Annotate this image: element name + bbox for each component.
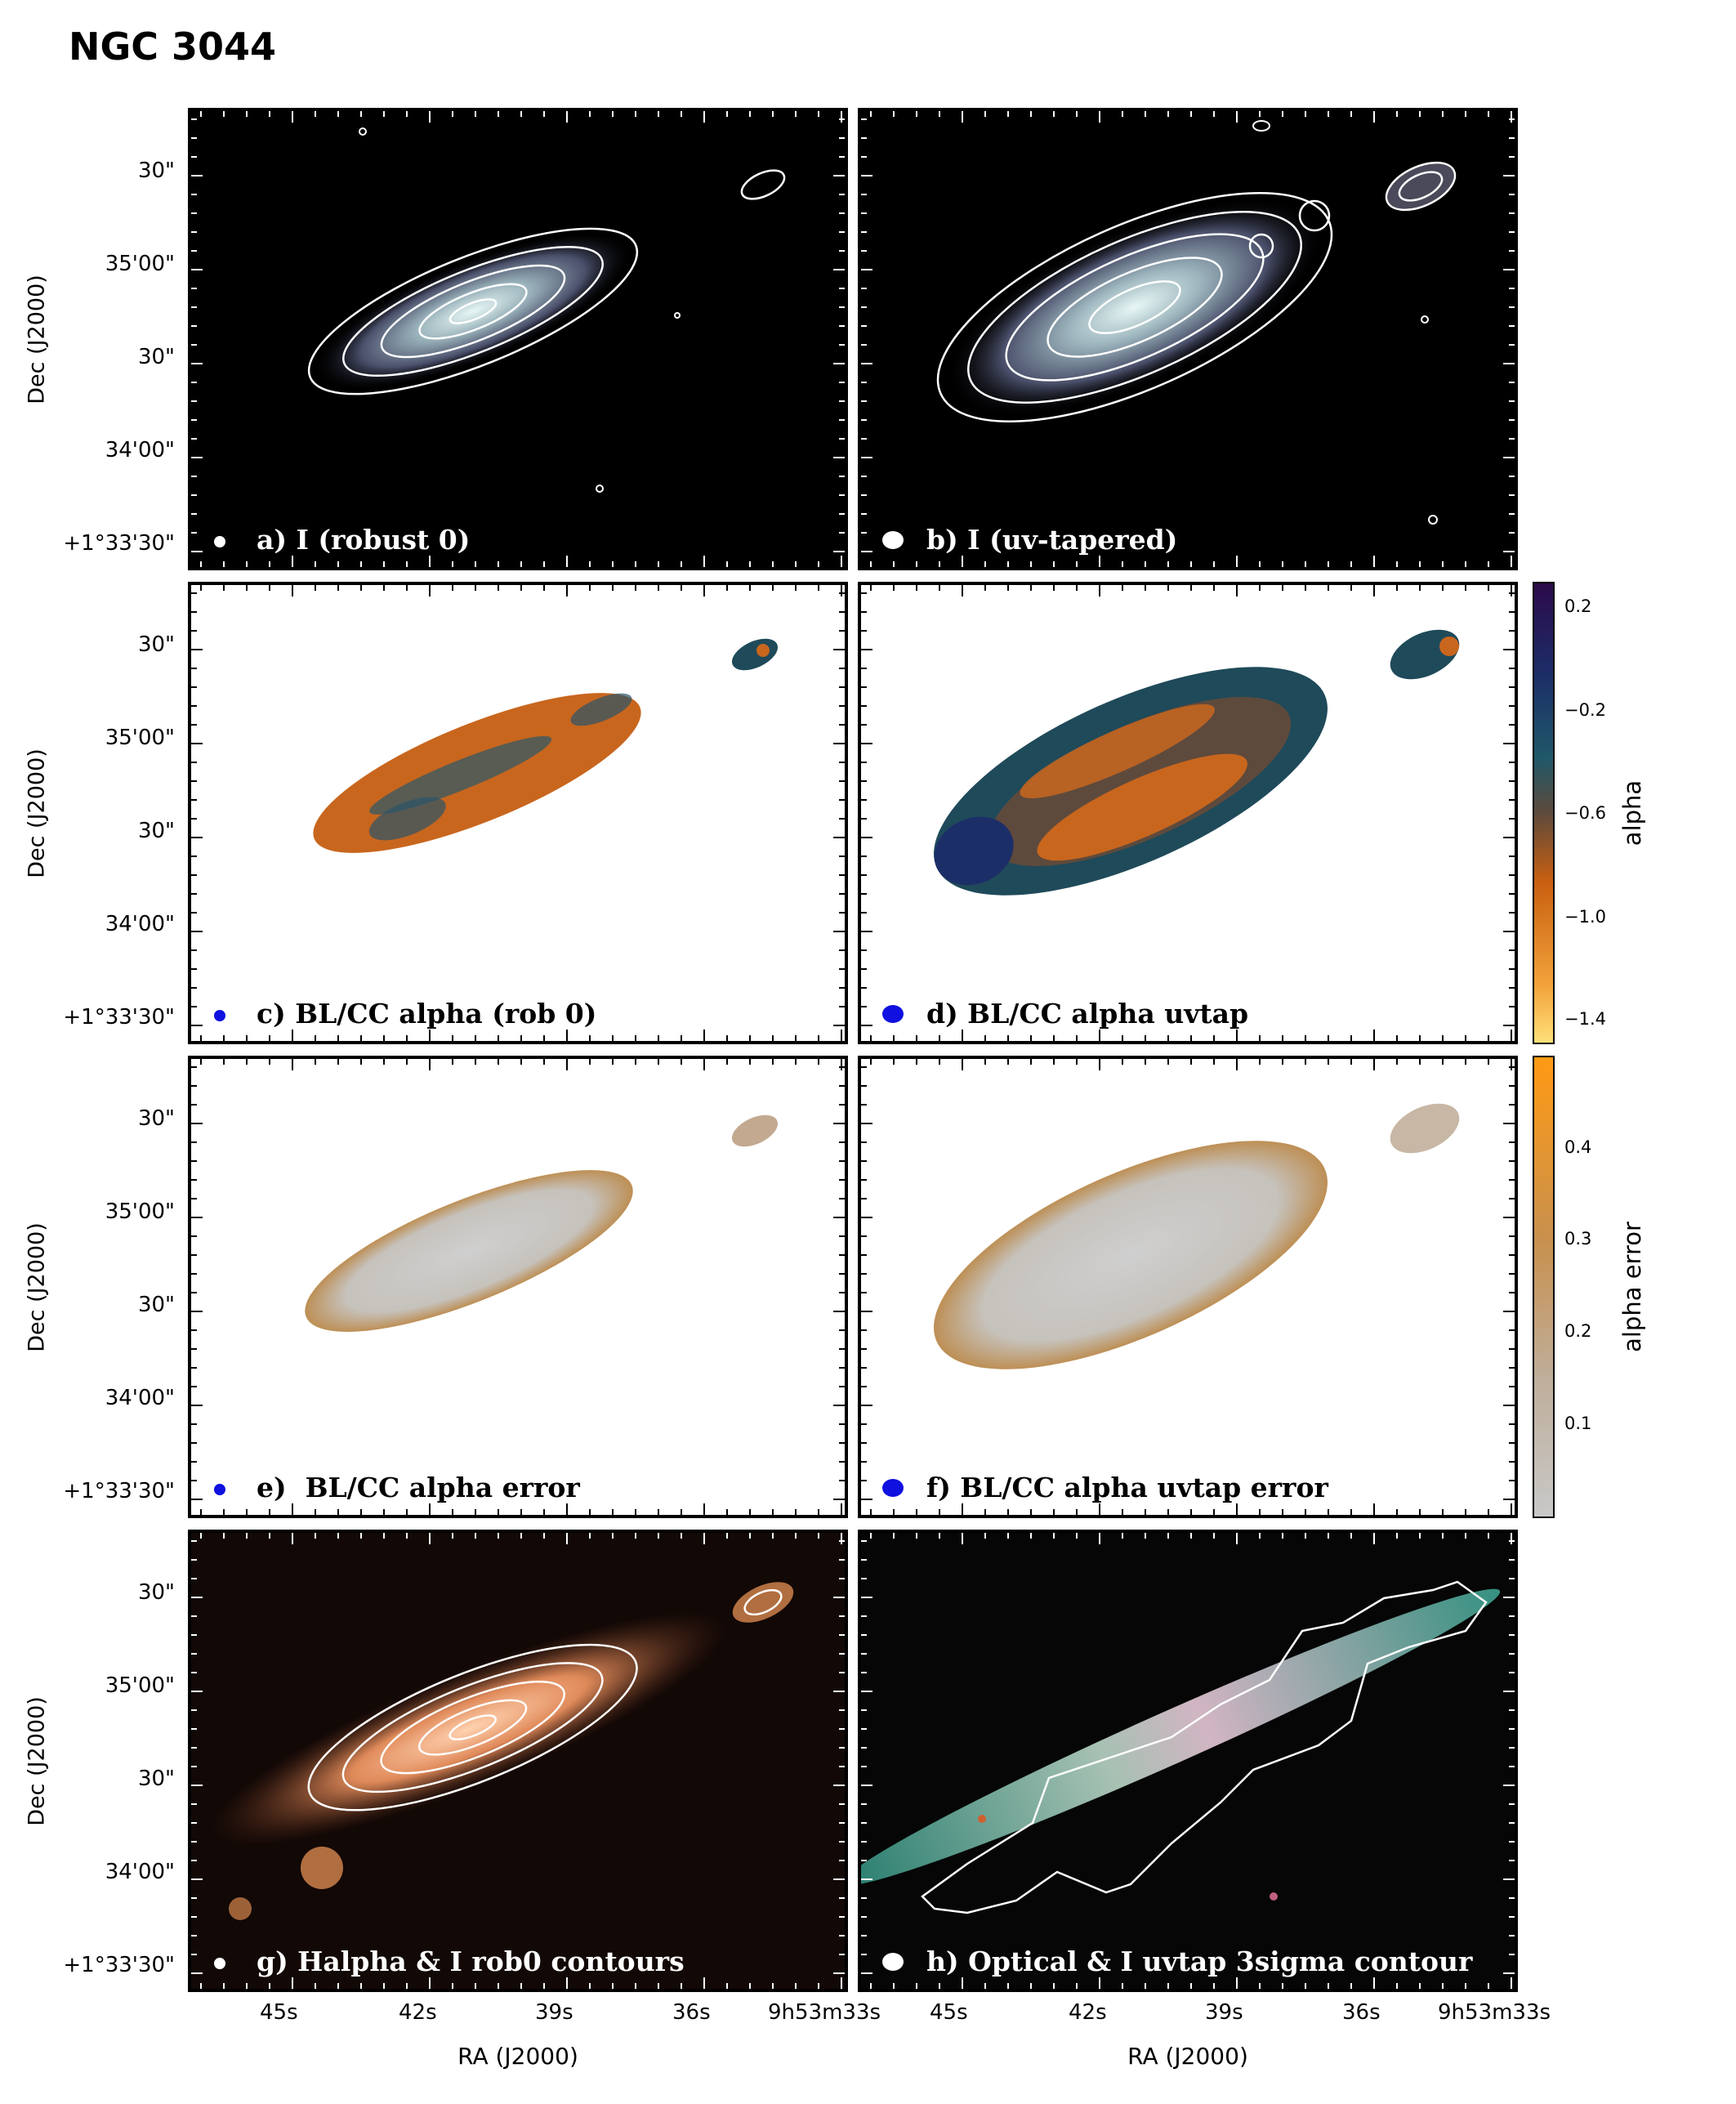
ra-axis-label: RA (J2000) [1127, 2043, 1248, 2070]
dec-tick-label: +1°33'30" [63, 1953, 175, 1977]
dec-tick-label: +1°33'30" [63, 531, 175, 556]
panel-a: a) I (robust 0) [188, 108, 848, 570]
panel-label: d) BL/CC alpha uvtap [926, 998, 1249, 1030]
beam-marker [882, 1479, 904, 1497]
dec-tick-label: 34'00" [105, 912, 175, 936]
radio-image-robust0 [191, 111, 845, 567]
dec-tick-label: 35'00" [105, 252, 175, 276]
panel-f: f) BL/CC alpha uvtap error [858, 1056, 1518, 1518]
colorbar-error-label: alpha error [1618, 1222, 1646, 1352]
colorbar-tick-label: −1.0 [1564, 907, 1606, 927]
panel-h: h) Optical & I uvtap 3sigma contour [858, 1530, 1518, 1992]
dec-axis-label: Dec (J2000) [24, 748, 50, 878]
ra-tick-label: 39s [535, 2000, 573, 2025]
panel-b: b) I (uv-tapered) [858, 108, 1518, 570]
panel-c: c) BL/CC alpha (rob 0) [188, 582, 848, 1044]
dec-tick-label: 30" [137, 1580, 175, 1605]
panel-g: g) Halpha & I rob0 contours [188, 1530, 848, 1992]
panel-label: g) Halpha & I rob0 contours [257, 1945, 685, 1977]
dec-tick-label: 34'00" [105, 1386, 175, 1410]
dec-axis-label: Dec (J2000) [24, 275, 50, 404]
dec-tick-label: 34'00" [105, 1860, 175, 1884]
panel-d: d) BL/CC alpha uvtap [858, 582, 1518, 1044]
beam-marker [214, 1484, 225, 1495]
alpha-error-map-robust0 [305, 1115, 779, 1332]
dec-tick-label: 30" [137, 1106, 175, 1131]
dec-tick-label: 30" [137, 632, 175, 657]
colorbar-tick-label: 0.4 [1564, 1137, 1592, 1157]
ra-tick-label: 9h53m33s [1438, 2000, 1551, 2025]
ra-tick-label: 45s [930, 2000, 968, 2025]
dec-tick-label: 35'00" [105, 1673, 175, 1698]
dec-tick-label: 35'00" [105, 1199, 175, 1224]
dec-tick-label: 30" [137, 345, 175, 369]
colorbar-alpha-label: alpha [1618, 780, 1646, 847]
beam-marker [882, 531, 904, 549]
ra-tick-label: 42s [1069, 2000, 1107, 2025]
panel-label: e) BL/CC alpha error [257, 1472, 580, 1503]
panel-label: h) Optical & I uvtap 3sigma contour [926, 1945, 1473, 1977]
panel-label: b) I (uv-tapered) [926, 524, 1178, 556]
ra-tick-label: 45s [260, 2000, 298, 2025]
panel-label: c) BL/CC alpha (rob 0) [257, 998, 597, 1030]
radio-image-uvtapered [861, 111, 1515, 567]
figure-title: NGC 3044 [69, 25, 277, 69]
beam-marker [214, 536, 225, 547]
ra-tick-label: 42s [399, 2000, 437, 2025]
dec-tick-label: 35'00" [105, 726, 175, 750]
beam-marker [214, 1958, 225, 1969]
colorbar-tick-label: 0.1 [1564, 1414, 1592, 1433]
dec-tick-label: 30" [137, 819, 175, 843]
alpha-error-map-uvtapered [934, 1103, 1460, 1369]
dec-axis-label: Dec (J2000) [24, 1222, 50, 1352]
ra-tick-label: 9h53m33s [768, 2000, 881, 2025]
dec-tick-label: 30" [137, 1767, 175, 1791]
halpha-image-with-contours [191, 1533, 845, 1989]
colorbar-tick-label: 0.2 [1564, 596, 1592, 616]
beam-marker [882, 1953, 904, 1971]
beam-marker [882, 1005, 904, 1023]
colorbar-tick-label: 0.2 [1564, 1321, 1592, 1341]
alpha-map-uvtapered [934, 629, 1460, 896]
dec-tick-label: 30" [137, 159, 175, 183]
dec-tick-label: +1°33'30" [63, 1005, 175, 1030]
dec-tick-label: 30" [137, 1293, 175, 1317]
ra-tick-label: 36s [1342, 2000, 1381, 2025]
colorbar-alpha-error [1533, 1056, 1555, 1518]
dec-tick-label: +1°33'30" [63, 1479, 175, 1503]
ra-axis-label: RA (J2000) [457, 2043, 578, 2070]
panel-label: a) I (robust 0) [257, 524, 471, 556]
colorbar-tick-label: −0.2 [1564, 700, 1606, 720]
ra-tick-label: 36s [672, 2000, 711, 2025]
beam-marker [214, 1010, 225, 1021]
dec-tick-label: 34'00" [105, 438, 175, 462]
colorbar-tick-label: −0.6 [1564, 803, 1606, 823]
optical-image-with-contour [861, 1533, 1515, 1989]
panel-label: f) BL/CC alpha uvtap error [926, 1472, 1328, 1503]
colorbar-alpha [1533, 582, 1555, 1044]
alpha-map-robust0 [313, 638, 779, 853]
colorbar-tick-label: 0.3 [1564, 1229, 1592, 1249]
colorbar-tick-label: −1.4 [1564, 1009, 1606, 1029]
ra-tick-label: 39s [1205, 2000, 1243, 2025]
panel-e: e) BL/CC alpha error [188, 1056, 848, 1518]
dec-axis-label: Dec (J2000) [24, 1696, 50, 1826]
